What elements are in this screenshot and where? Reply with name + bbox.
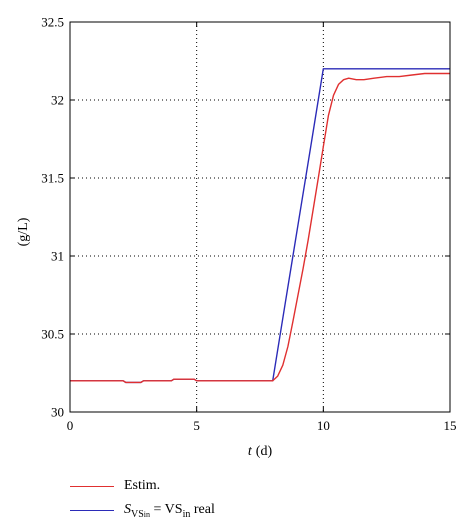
- y-tick-label: 31.5: [41, 171, 64, 186]
- x-axis-label: t (d): [248, 444, 273, 459]
- x-axis-variable: t: [248, 444, 253, 459]
- legend-label-real: SVSin = VSin real: [124, 502, 215, 520]
- y-tick-label: 30: [51, 405, 64, 420]
- y-tick-label: 32.5: [41, 15, 64, 30]
- legend: Estim. SVSin = VSin real: [70, 476, 215, 524]
- chart: 0 5 10 15 30 30.5 31 31.5 32 32.5 (g/L) t (d): [16, 15, 457, 460]
- grid: [70, 22, 450, 412]
- x-tick-label: 15: [444, 418, 457, 433]
- legend-item-real: SVSin = VSin real: [70, 500, 215, 520]
- plot-frame: [69, 21, 451, 413]
- y-tick-label: 32: [51, 93, 64, 108]
- series-line-estim: [70, 72, 450, 384]
- tick-labels: 0 5 10 15 30 30.5 31 31.5 32 32.5: [41, 15, 456, 434]
- legend-item-estim: Estim.: [70, 476, 215, 496]
- x-tick-label: 10: [317, 418, 330, 433]
- legend-label-estim: Estim.: [124, 478, 161, 493]
- y-tick-label: 30.5: [41, 327, 64, 342]
- x-axis-unit: (d): [256, 444, 273, 459]
- y-axis-label: (g/L): [16, 217, 31, 246]
- legend-swatch-estim: [70, 485, 114, 487]
- plot-background: [70, 22, 450, 412]
- legend-swatch-real: [70, 509, 114, 511]
- x-tick-label: 5: [193, 418, 200, 433]
- y-tick-label: 31: [51, 249, 64, 264]
- x-tick-label: 0: [67, 418, 74, 433]
- series-group: [70, 68, 450, 384]
- ticks: [69, 21, 451, 413]
